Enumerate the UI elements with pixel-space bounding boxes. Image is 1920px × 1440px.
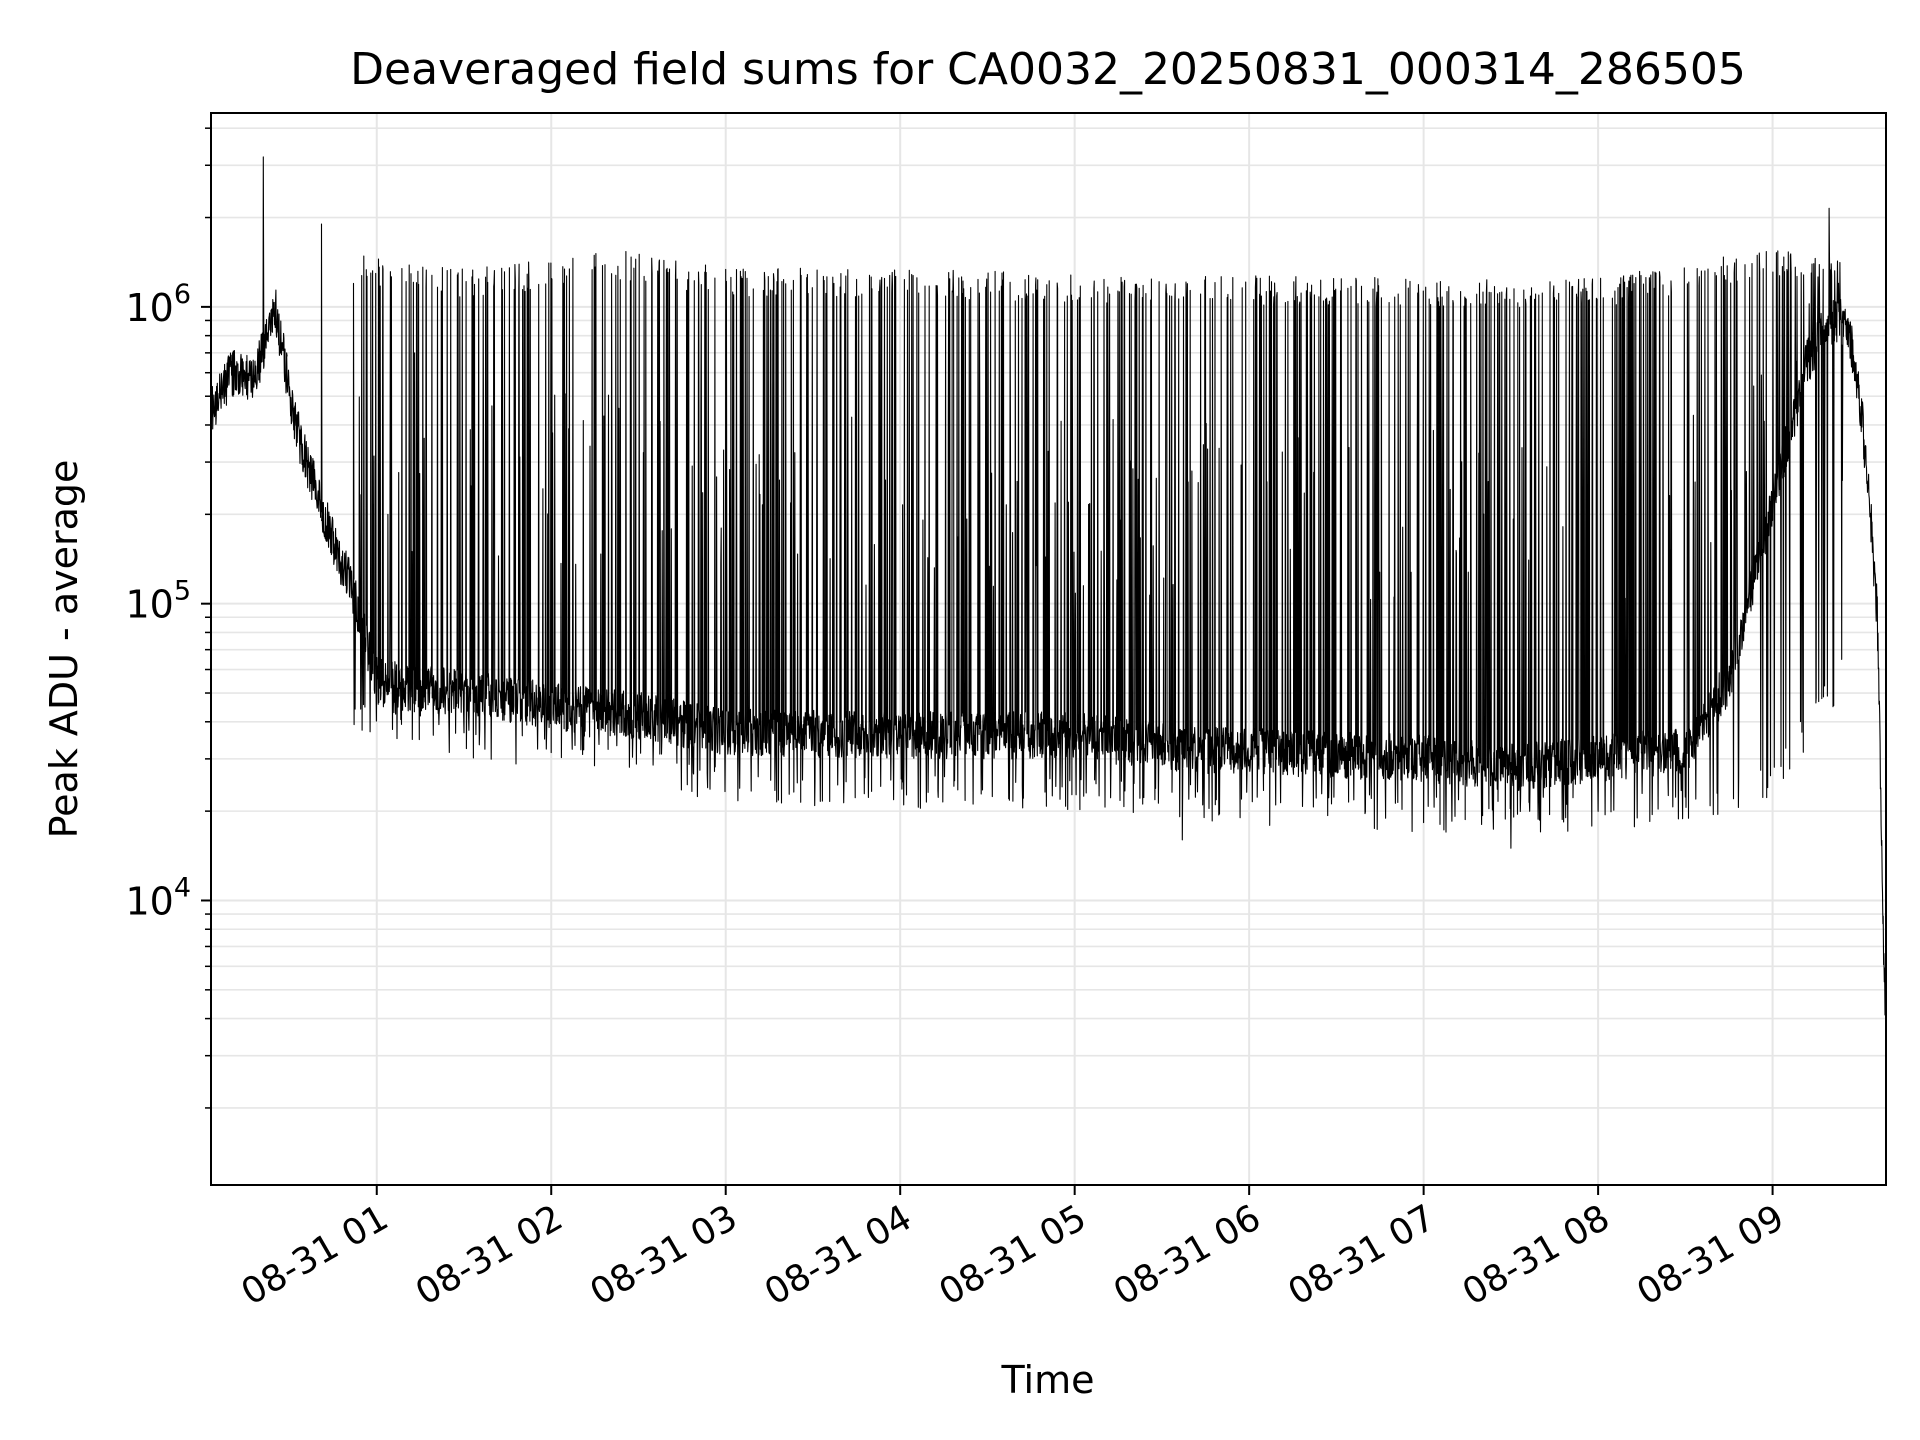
- chart-title: Deaveraged field sums for CA0032_2025083…: [350, 44, 1746, 95]
- y-tick-label: 105: [125, 576, 191, 627]
- x-axis-label: Time: [1001, 1358, 1095, 1402]
- y-tick-label: 104: [125, 872, 191, 923]
- y-axis-label: Peak ADU - average: [42, 460, 86, 839]
- y-tick-label: 106: [125, 279, 191, 330]
- series-line: [210, 156, 1887, 1027]
- plot-area: [210, 156, 1887, 1027]
